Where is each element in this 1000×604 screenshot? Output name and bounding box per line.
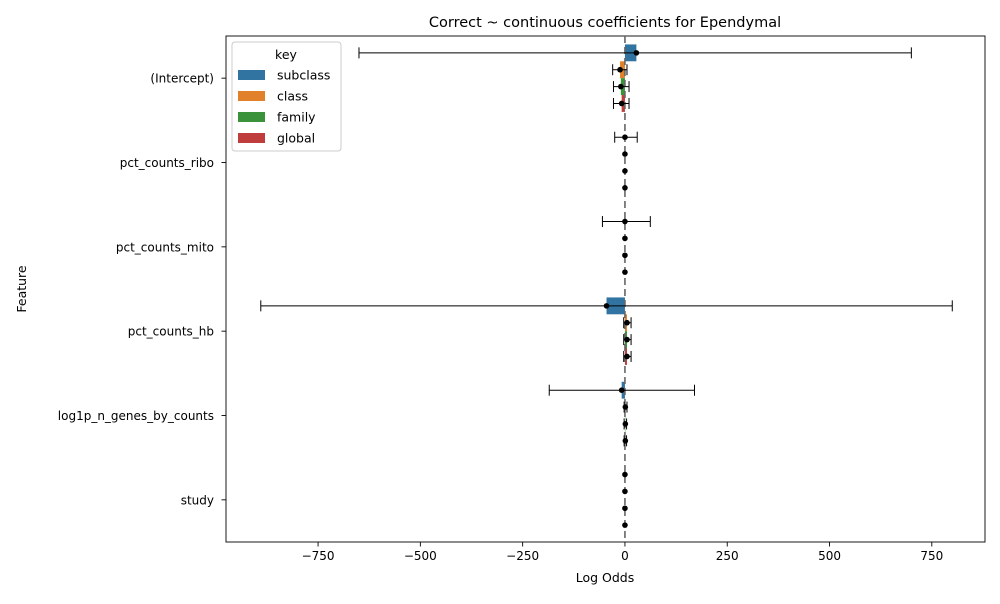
estimate-point-global bbox=[622, 522, 628, 528]
estimate-point-subclass bbox=[622, 219, 628, 225]
legend-swatch-subclass bbox=[238, 70, 265, 80]
x-tick-label: 250 bbox=[716, 549, 739, 563]
estimate-point-class bbox=[623, 404, 629, 410]
x-tick-label: −500 bbox=[404, 549, 437, 563]
error-bars-layer bbox=[261, 47, 952, 446]
legend-swatch-global bbox=[238, 133, 265, 143]
estimate-point-family bbox=[622, 168, 628, 174]
chart-title: Correct ~ continuous coefficients for Ep… bbox=[429, 15, 781, 31]
legend-label-global: global bbox=[277, 131, 315, 146]
x-tick-label: −750 bbox=[302, 549, 335, 563]
estimate-point-family bbox=[624, 337, 630, 343]
legend-swatch-class bbox=[238, 91, 265, 101]
x-tick-label: 500 bbox=[818, 549, 841, 563]
y-axis-label: Feature bbox=[14, 265, 29, 313]
y-axis: (Intercept) pct_counts_ribo pct_counts_mit… bbox=[58, 72, 226, 508]
y-tick-label: (Intercept) bbox=[150, 72, 214, 86]
estimate-point-subclass bbox=[604, 303, 610, 309]
y-tick-label: log1p_n_genes_by_counts bbox=[58, 409, 214, 423]
estimate-point-family bbox=[618, 84, 624, 90]
estimate-point-class bbox=[617, 67, 623, 73]
estimate-point-subclass bbox=[619, 387, 625, 393]
x-tick-label: 0 bbox=[621, 549, 629, 563]
legend-label-class: class bbox=[277, 89, 308, 104]
y-tick-label: study bbox=[181, 493, 214, 507]
estimate-point-class bbox=[624, 320, 630, 326]
estimate-point-class bbox=[622, 151, 628, 157]
x-tick-label: 750 bbox=[920, 549, 943, 563]
legend-label-family: family bbox=[277, 110, 316, 125]
estimate-point-global bbox=[619, 101, 625, 107]
estimate-point-family bbox=[623, 421, 629, 427]
estimate-point-class bbox=[622, 236, 628, 242]
x-tick-label: −250 bbox=[506, 549, 539, 563]
estimate-point-family bbox=[622, 505, 628, 511]
y-tick-label: pct_counts_hb bbox=[128, 325, 214, 339]
legend: key subclass class family global bbox=[232, 42, 341, 151]
estimate-point-family bbox=[622, 252, 628, 258]
x-axis-label: Log Odds bbox=[576, 570, 635, 585]
legend-title: key bbox=[275, 47, 297, 62]
y-tick-label: pct_counts_mito bbox=[116, 240, 214, 254]
estimate-point-global bbox=[624, 354, 630, 360]
x-axis: −750 −500 −250 0 250 500 750 bbox=[302, 542, 944, 563]
estimate-point-global bbox=[622, 269, 628, 275]
bars-layer bbox=[607, 44, 637, 533]
legend-swatch-family bbox=[238, 112, 265, 122]
legend-label-subclass: subclass bbox=[277, 68, 330, 83]
estimate-point-global bbox=[622, 185, 628, 191]
estimate-point-subclass bbox=[622, 134, 628, 140]
points-layer bbox=[604, 50, 639, 528]
estimate-point-subclass bbox=[634, 50, 640, 56]
y-tick-label: pct_counts_ribo bbox=[120, 156, 214, 170]
estimate-point-class bbox=[622, 489, 628, 495]
estimate-point-global bbox=[623, 438, 629, 444]
estimate-point-subclass bbox=[622, 472, 628, 478]
